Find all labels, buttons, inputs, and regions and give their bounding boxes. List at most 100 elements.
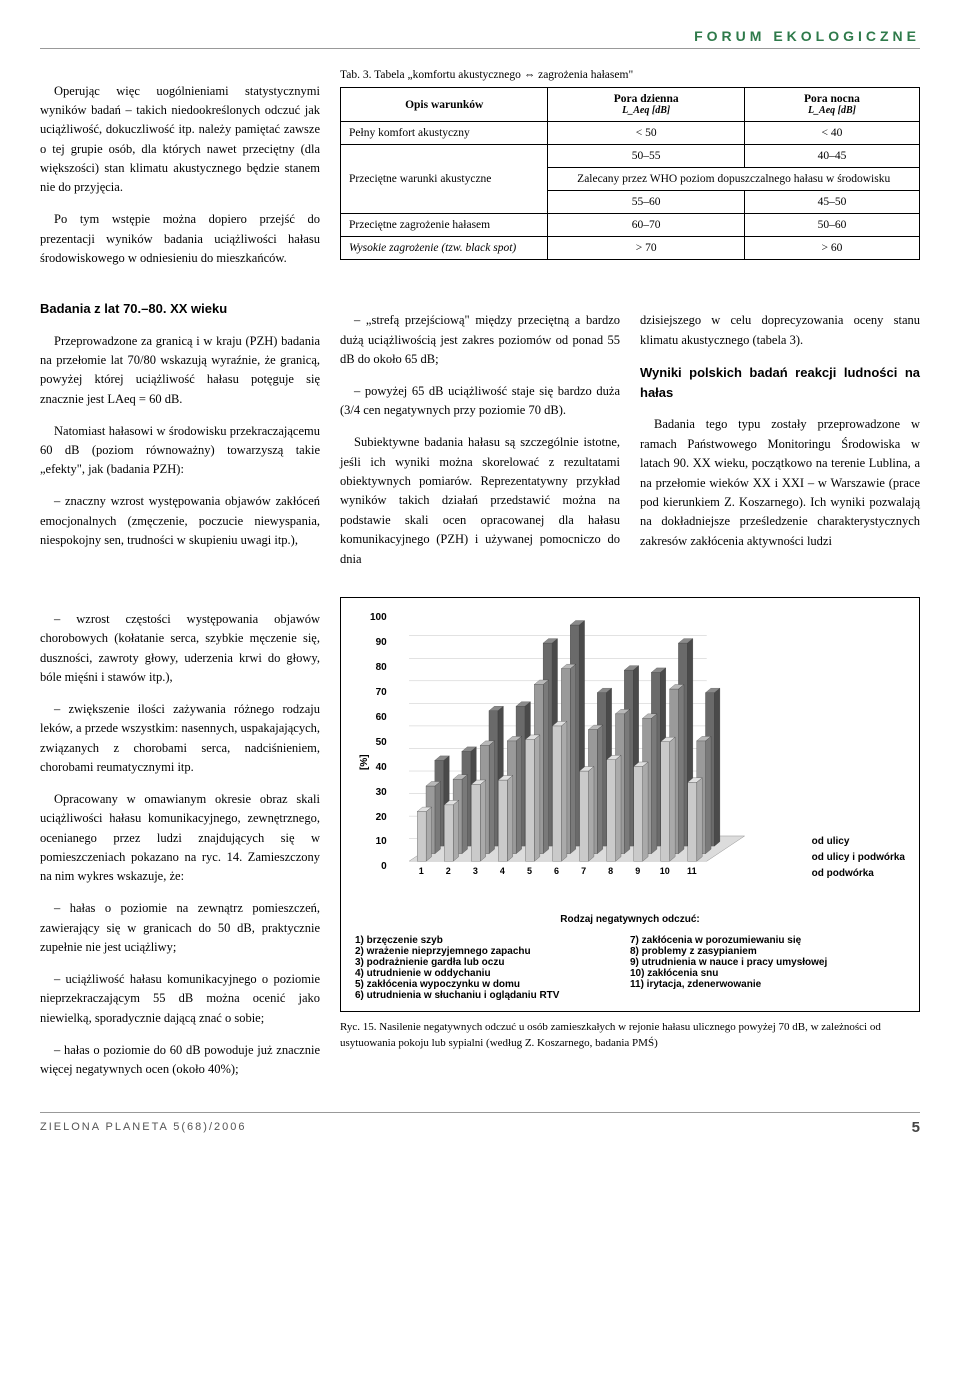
legend-line: 11) irytacja, zdenerwowanie bbox=[630, 979, 905, 990]
th-noc-top: Pora nocna bbox=[753, 93, 911, 105]
table-row: Przeciętne warunki akustyczne 50–55 40–4… bbox=[341, 145, 920, 168]
cell: 50–55 bbox=[548, 145, 745, 168]
table-row: Pełny komfort akustyczny < 50 < 40 bbox=[341, 122, 920, 145]
mid-col-3: dzisiejszego w celu doprecyzowania oceny… bbox=[640, 299, 920, 582]
col2-p1: – „strefą przejściową" między przeciętną… bbox=[340, 311, 620, 369]
y-ticks: 100 90 80 70 60 50 40 30 20 10 0 bbox=[370, 612, 391, 872]
col3-p1: dzisiejszego w celu doprecyzowania oceny… bbox=[640, 311, 920, 350]
table-row: Wysokie zagrożenie (tzw. black spot) > 7… bbox=[341, 237, 920, 260]
ll-p6: – hałas o poziomie do 60 dB powoduje już… bbox=[40, 1041, 320, 1080]
intro-p2: Po tym wstępie można dopiero przejść do … bbox=[40, 210, 320, 268]
legend-item: od ulicy i podwórka bbox=[812, 850, 905, 866]
subhead-badania: Badania z lat 70.–80. XX wieku bbox=[40, 299, 320, 319]
legend-line: 10) zakłócenia snu bbox=[630, 968, 905, 979]
cell: 50–60 bbox=[744, 214, 919, 237]
page-footer: ZIELONA PLANETA 5(68)/2006 5 bbox=[40, 1112, 920, 1136]
col1-p3: – znaczny wzrost występowania objawów za… bbox=[40, 492, 320, 550]
y-tick: 70 bbox=[370, 687, 387, 698]
legend-item: od podwórka bbox=[812, 866, 905, 882]
y-tick: 80 bbox=[370, 662, 387, 673]
table3: Opis warunków Pora dzienna L_Aeq [dB] Po… bbox=[340, 87, 920, 260]
legend-line: 9) utrudnienia w nauce i pracy umysłowej bbox=[630, 957, 905, 968]
cell: < 40 bbox=[744, 122, 919, 145]
col2-p3: Subiektywne badania hałasu są szczególni… bbox=[340, 433, 620, 569]
ll-p4: – hałas o poziomie na zewnątrz pomieszcz… bbox=[40, 899, 320, 957]
ll-p3: Opracowany w omawianym okresie obraz ska… bbox=[40, 790, 320, 887]
mid-col-2: – „strefą przejściową" między przeciętną… bbox=[340, 299, 620, 582]
section-header: FORUM EKOLOGICZNE bbox=[40, 28, 920, 49]
table3-caption: Tab. 3. Tabela „komfortu akustycznego ⇔ … bbox=[340, 69, 920, 81]
legend-line: 4) utrudnienie w oddychaniu bbox=[355, 968, 630, 979]
legend-line: 5) zakłócenia wypoczynku w domu bbox=[355, 979, 630, 990]
mid-col-1: Badania z lat 70.–80. XX wieku Przeprowa… bbox=[40, 299, 320, 582]
cell: Zalecany przez WHO poziom dopuszczalnego… bbox=[548, 168, 920, 191]
cell: < 50 bbox=[548, 122, 745, 145]
ll-p5: – uciążliwość hałasu komunikacyjnego o p… bbox=[40, 970, 320, 1028]
cell: Przeciętne zagrożenie hałasem bbox=[341, 214, 548, 237]
y-tick: 90 bbox=[370, 637, 387, 648]
page-number: 5 bbox=[912, 1119, 920, 1136]
chart-items-legend: 1) brzęczenie szyb 2) wrażenie nieprzyje… bbox=[355, 935, 905, 1001]
col1-p2: Natomiast hałasowi w środowisku przekrac… bbox=[40, 422, 320, 480]
th-noc-sub: L_Aeq [dB] bbox=[753, 105, 911, 116]
th-dzien-top: Pora dzienna bbox=[556, 93, 736, 105]
cell: 60–70 bbox=[548, 214, 745, 237]
y-tick: 50 bbox=[370, 737, 387, 748]
y-tick: 0 bbox=[370, 861, 387, 872]
subhead-wyniki: Wyniki polskich badań reakcji ludności n… bbox=[640, 363, 920, 403]
cell: Pełny komfort akustyczny bbox=[341, 122, 548, 145]
svg-text:10: 10 bbox=[659, 866, 669, 876]
legend-line: 3) podrażnienie gardła lub oczu bbox=[355, 957, 630, 968]
cell: 55–60 bbox=[548, 191, 745, 214]
legend-line: 6) utrudnienia w słuchaniu i oglądaniu R… bbox=[355, 990, 630, 1001]
th-dzien: Pora dzienna L_Aeq [dB] bbox=[548, 88, 745, 122]
intro-p1: Operując więc uogólnieniami statystyczny… bbox=[40, 82, 320, 198]
legend-item: od ulicy bbox=[812, 834, 905, 850]
chart-legend: od ulicy od ulicy i podwórka od podwórka bbox=[806, 834, 905, 912]
legend-line: 1) brzęczenie szyb bbox=[355, 935, 630, 946]
cell: > 60 bbox=[744, 237, 919, 260]
svg-text:11: 11 bbox=[687, 866, 697, 876]
legend-line: 7) zakłócenia w porozumiewaniu się bbox=[630, 935, 905, 946]
footer-left: ZIELONA PLANETA 5(68)/2006 bbox=[40, 1121, 246, 1133]
cell: Wysokie zagrożenie (tzw. black spot) bbox=[341, 237, 548, 260]
intro-text-block: Operując więc uogólnieniami statystyczny… bbox=[40, 69, 320, 281]
y-tick: 40 bbox=[370, 762, 387, 773]
cell: 45–50 bbox=[744, 191, 919, 214]
y-tick: 10 bbox=[370, 836, 387, 847]
svg-text:6: 6 bbox=[554, 866, 559, 876]
y-tick: 60 bbox=[370, 712, 387, 723]
chart-block: [%] 100 90 80 70 60 50 40 30 20 10 0 bbox=[340, 597, 920, 1091]
col1-p1: Przeprowadzone za granicą i w kraju (PZH… bbox=[40, 332, 320, 410]
th-noc: Pora nocna L_Aeq [dB] bbox=[744, 88, 919, 122]
th-dzien-sub: L_Aeq [dB] bbox=[556, 105, 736, 116]
legend-line: 2) wrażenie nieprzyjemnego zapachu bbox=[355, 946, 630, 957]
svg-text:8: 8 bbox=[608, 866, 613, 876]
y-tick: 100 bbox=[370, 612, 387, 623]
figure-caption: Ryc. 15. Nasilenie negatywnych odczuć u … bbox=[340, 1020, 920, 1051]
svg-text:5: 5 bbox=[527, 866, 532, 876]
bar-chart: 1 2 3 4 5 6 7 8 9 10 11 bbox=[391, 612, 806, 912]
y-axis-label: [%] bbox=[355, 612, 370, 912]
table3-block: Tab. 3. Tabela „komfortu akustycznego ⇔ … bbox=[340, 69, 920, 281]
ll-p1: – wzrost częstości występowania objawów … bbox=[40, 610, 320, 688]
legend-line: 8) problemy z zasypianiem bbox=[630, 946, 905, 957]
ll-p2: – zwiększenie ilości zażywania różnego r… bbox=[40, 700, 320, 778]
svg-text:4: 4 bbox=[500, 866, 505, 876]
lower-left-text: – wzrost częstości występowania objawów … bbox=[40, 597, 320, 1091]
cell: > 70 bbox=[548, 237, 745, 260]
y-tick: 20 bbox=[370, 812, 387, 823]
col2-p2: – powyżej 65 dB uciążliwość staje się ba… bbox=[340, 382, 620, 421]
x-axis-label: Rodzaj negatywnych odczuć: bbox=[355, 914, 905, 925]
th-opis: Opis warunków bbox=[341, 88, 548, 122]
col3-p2: Badania tego typu zostały przeprowadzone… bbox=[640, 415, 920, 551]
svg-text:1: 1 bbox=[418, 866, 423, 876]
svg-text:2: 2 bbox=[445, 866, 450, 876]
svg-text:9: 9 bbox=[635, 866, 640, 876]
cell: Przeciętne warunki akustyczne bbox=[341, 145, 548, 214]
svg-text:7: 7 bbox=[581, 866, 586, 876]
y-tick: 30 bbox=[370, 787, 387, 798]
table-row: Przeciętne zagrożenie hałasem 60–70 50–6… bbox=[341, 214, 920, 237]
svg-text:3: 3 bbox=[473, 866, 478, 876]
cell: 40–45 bbox=[744, 145, 919, 168]
